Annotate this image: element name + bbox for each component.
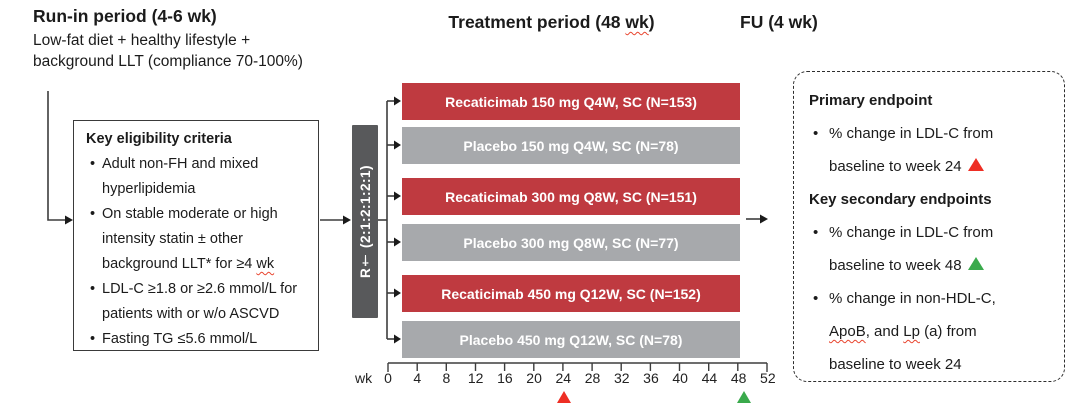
eligibility-line: • On stable moderate or high	[86, 202, 312, 227]
axis-tick: 52	[760, 370, 776, 386]
week-axis	[387, 362, 768, 372]
eligibility-text: hyperlipidemia	[102, 181, 196, 197]
bullet: •	[813, 290, 819, 307]
axis-tick: 0	[384, 370, 392, 386]
axis-tick: 16	[497, 370, 513, 386]
axis-tick: 12	[467, 370, 484, 386]
endpoint-text-wavy: Lp	[903, 323, 920, 340]
endpoint-line: baseline to week 24	[809, 150, 1056, 183]
run-in-subtitle-line1: Low-fat diet + healthy lifestyle +	[33, 32, 251, 49]
eligibility-line: patients with or w/o ASCVD	[86, 302, 312, 327]
follow-up-title: FU (4 wk)	[740, 12, 818, 32]
week48-marker-triangle-icon	[737, 391, 751, 403]
run-in-connector	[47, 91, 65, 221]
endpoint-text: , and	[865, 323, 904, 340]
secondary-endpoints-title: Key secondary endpoints	[809, 191, 992, 208]
endpoint-text: baseline to week 24	[829, 158, 962, 175]
endpoint-text: baseline to week 48	[829, 257, 962, 274]
treatment-title-close: )	[648, 12, 655, 32]
eligibility-text: On stable moderate or high	[102, 206, 278, 222]
axis-tick: 40	[672, 370, 688, 386]
eligibility-text: patients with or w/o ASCVD	[102, 306, 280, 322]
axis-tick: 4	[413, 370, 422, 386]
arrowhead-into-eligibility	[65, 215, 73, 225]
arm-recaticimab-150: Recaticimab 150 mg Q4W, SC (N=153)	[402, 83, 740, 120]
eligibility-text: intensity statin ± other	[102, 231, 243, 247]
eligibility-text: Fasting TG ≤5.6 mmol/L	[102, 331, 258, 347]
eligibility-criteria-box: Key eligibility criteria • Adult non-FH a…	[73, 120, 319, 351]
branch-lines	[378, 100, 394, 340]
randomization-label: R† (2:1:2:1:2:1)	[357, 164, 373, 279]
eligibility-line: hyperlipidemia	[86, 177, 312, 202]
axis-tick: 8	[442, 370, 451, 386]
arrowhead-into-randomization	[343, 215, 351, 225]
axis-tick: 44	[701, 370, 718, 386]
eligibility-line: intensity statin ± other	[86, 227, 312, 252]
axis-tick: 32	[613, 370, 630, 386]
eligibility-line: • Fasting TG ≤5.6 mmol/L	[86, 327, 312, 352]
arm-placebo-450: Placebo 450 mg Q12W, SC (N=78)	[402, 321, 740, 358]
endpoint-text: baseline to week 24	[829, 356, 962, 373]
eligibility-text: background LLT* for ≥4	[102, 256, 257, 272]
treatment-title-wavy-word: wk	[625, 12, 649, 32]
run-in-period-title: Run-in period (4-6 wk)	[33, 6, 217, 26]
eligibility-text: LDL-C ≥1.8 or ≥2.6 mmol/L for	[102, 281, 298, 297]
primary-endpoint-title: Primary endpoint	[809, 92, 933, 109]
randomization-bar: R† (2:1:2:1:2:1)	[352, 125, 378, 318]
arm-recaticimab-450: Recaticimab 450 mg Q12W, SC (N=152)	[402, 275, 740, 312]
endpoint-text: % change in non-HDL-C,	[829, 290, 996, 307]
bullet: •	[90, 206, 96, 222]
axis-unit-label: wk	[355, 370, 373, 386]
week24-marker-triangle-icon	[557, 391, 571, 403]
endpoint-line: baseline to week 48	[809, 249, 1056, 282]
axis-tick: 24	[555, 370, 572, 386]
axis-tick: 48	[730, 370, 747, 386]
bullet: •	[813, 224, 819, 241]
endpoints-box: Primary endpoint • % change in LDL-C from…	[793, 71, 1065, 382]
eligibility-text-wavy: wk	[256, 256, 275, 272]
endpoint-text: % change in LDL-C from	[829, 224, 994, 241]
green-triangle-icon	[967, 257, 984, 270]
axis-tick-labels: 0 4 8 12 16 20 24 28 32 36 40 44 48 52	[377, 370, 779, 386]
eligibility-line: background LLT* for ≥4 wk	[86, 252, 312, 277]
bullet: •	[90, 281, 96, 297]
red-triangle-icon	[967, 158, 984, 171]
eligibility-line: • LDL-C ≥1.8 or ≥2.6 mmol/L for	[86, 277, 312, 302]
branch-arrowheads	[394, 96, 401, 344]
arm-placebo-150: Placebo 150 mg Q4W, SC (N=78)	[402, 127, 740, 164]
axis-tick: 28	[584, 370, 601, 386]
eligibility-line: • Adult non-FH and mixed	[86, 152, 312, 177]
run-in-subtitle: Low-fat diet + healthy lifestyle + backg…	[33, 31, 303, 72]
endpoint-text-wavy: ApoB	[829, 323, 866, 340]
endpoint-line: ApoB, and Lp (a) from	[809, 315, 1056, 348]
treatment-period-title: Treatment period (48 wk)	[424, 12, 679, 33]
endpoint-line: • % change in LDL-C from	[809, 216, 1056, 249]
endpoint-text: (a) from	[919, 323, 977, 340]
arrowhead-into-endpoints	[760, 214, 768, 224]
eligibility-text: Adult non-FH and mixed	[102, 156, 259, 172]
treatment-title-text: Treatment period (48	[448, 12, 626, 32]
bullet: •	[90, 156, 96, 172]
bullet: •	[90, 331, 96, 347]
endpoint-text: % change in LDL-C from	[829, 125, 994, 142]
arm-placebo-300: Placebo 300 mg Q8W, SC (N=77)	[402, 224, 740, 261]
axis-tick: 20	[526, 370, 542, 386]
endpoint-line: • % change in non-HDL-C,	[809, 282, 1056, 315]
eligibility-title: Key eligibility criteria	[86, 131, 232, 147]
arm-recaticimab-300: Recaticimab 300 mg Q8W, SC (N=151)	[402, 178, 740, 215]
bullet: •	[813, 125, 819, 142]
endpoint-line: • % change in LDL-C from	[809, 117, 1056, 150]
endpoint-line: baseline to week 24	[809, 348, 1056, 381]
axis-tick: 36	[643, 370, 659, 386]
run-in-subtitle-line2: background LLT (compliance 70-100%)	[33, 52, 303, 70]
